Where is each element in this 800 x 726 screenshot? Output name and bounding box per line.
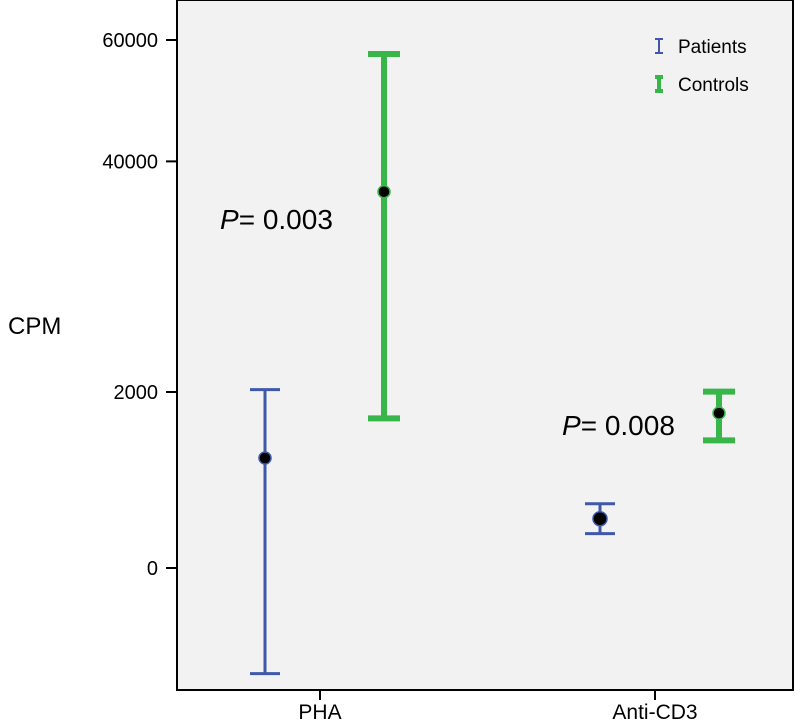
legend-item-patients: Patients xyxy=(655,37,747,58)
legend: Patients Controls xyxy=(655,37,749,96)
mean-point xyxy=(258,451,272,465)
legend-label: Patients xyxy=(678,37,747,58)
x-axis: PHA Anti-CD3 xyxy=(298,690,698,724)
legend-item-controls: Controls xyxy=(655,75,749,96)
mean-point xyxy=(377,184,391,199)
error-bar-controls-anti-cd3 xyxy=(703,388,735,444)
y-axis-title: CPM xyxy=(8,313,61,340)
error-bar-controls-pha xyxy=(368,50,400,422)
plot-area xyxy=(176,0,794,691)
y-tick-label: 2000 xyxy=(114,382,159,404)
x-tick-label: PHA xyxy=(298,701,341,724)
x-tick-label: Anti-CD3 xyxy=(612,701,697,724)
p-value-label: P= 0.003 xyxy=(220,204,333,235)
legend-label: Controls xyxy=(678,75,749,96)
error-bar-patients-anti-cd3 xyxy=(585,502,615,536)
mean-point xyxy=(592,510,608,527)
y-tick-label: 0 xyxy=(147,558,158,580)
y-axis: 0 2000 40000 60000 xyxy=(102,30,177,580)
error-bar-patients-pha xyxy=(250,388,280,676)
error-bars xyxy=(250,50,735,676)
y-tick-label: 60000 xyxy=(102,30,158,52)
p-value-label: P= 0.008 xyxy=(562,410,675,441)
mean-point xyxy=(712,406,726,420)
y-tick-label: 40000 xyxy=(102,151,158,173)
p-value-annotations: P= 0.003 P= 0.008 xyxy=(220,204,675,441)
